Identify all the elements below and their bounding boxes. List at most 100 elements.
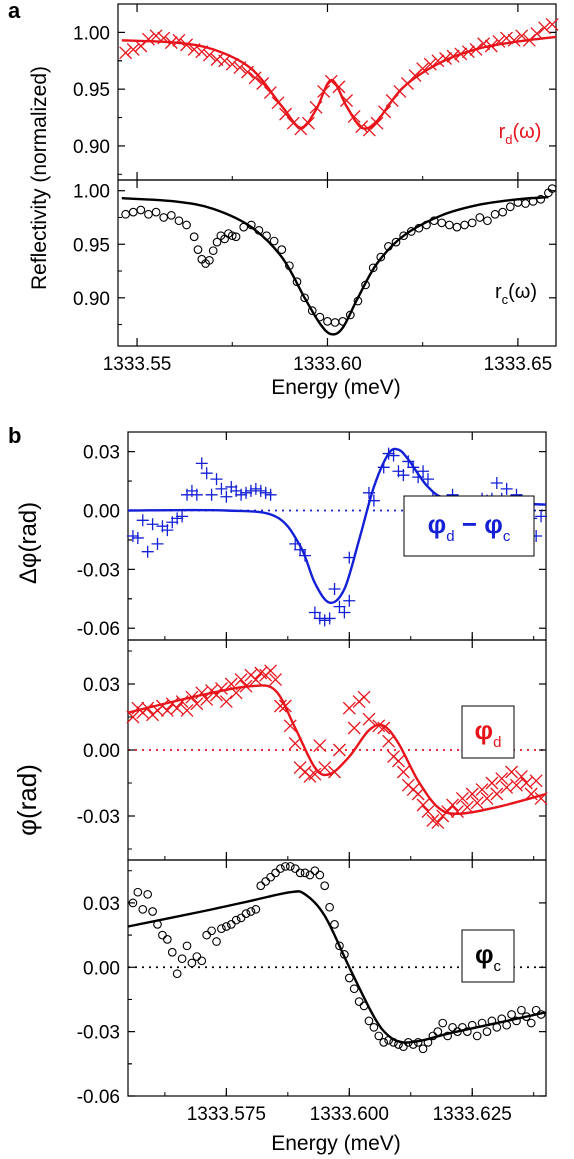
- panel-a-bottom-point: [490, 209, 500, 219]
- panel-b-phi-c-point: [330, 920, 339, 929]
- panel-b-phi-d-point: [160, 703, 174, 717]
- panel-b-phi-c-point: [403, 1038, 413, 1047]
- panel-b-delta-point: [308, 606, 321, 619]
- panel-b-phi-c-point: [458, 1022, 467, 1032]
- panel-b-phi-d-point: [460, 800, 474, 814]
- panel-b-delta-point: [151, 537, 164, 550]
- panel-b-phi-c-point: [325, 902, 334, 912]
- panel-a-top-point: [461, 45, 475, 59]
- panel-b-phi-c-point: [192, 952, 202, 961]
- panel-b-phi-c-point: [462, 1027, 472, 1036]
- panel-b-phi-c-ytick-label: 0.00: [83, 958, 120, 979]
- panel-a-bottom-point: [406, 227, 416, 236]
- panel-b-phi-c: 0.03 0.00 -0.03 -0.06 φc: [77, 859, 547, 1108]
- panel-b-phi-d: 0.03 0.00 -0.03 φd: [77, 639, 548, 861]
- panel-b-phi-c-legend: φc: [475, 939, 502, 975]
- panel-a-top-point: [248, 71, 262, 85]
- panel-a-top-point: [477, 37, 491, 51]
- panel-a-top-point: [324, 74, 338, 88]
- panel-b-delta-point: [535, 510, 548, 523]
- panel-b-delta-ytick-label: 0.03: [83, 443, 120, 464]
- panel-b-phi-c-point: [521, 1012, 531, 1021]
- panel-a-bottom-point: [460, 220, 469, 230]
- panel-b-phi-c-point: [517, 1005, 526, 1015]
- panel-a-top-fit-line: [121, 35, 557, 130]
- panel-a-bottom-point: [166, 210, 176, 220]
- panel-a-bottom-point: [536, 194, 546, 204]
- panel-b-phi-d-point: [441, 805, 455, 819]
- panel-a-top-point: [263, 86, 277, 100]
- panel-b-phi-c-point: [158, 930, 167, 940]
- panel-b-phi-c-point: [315, 870, 325, 880]
- panel-a-top-legend: rd(ω): [499, 121, 542, 147]
- panel-b-delta-ytick-label: -0.06: [77, 619, 120, 640]
- panel-a-top-point: [446, 49, 460, 63]
- panel-b-phi-c-point: [143, 889, 153, 899]
- panel-b-delta-point: [328, 582, 341, 595]
- panel-b-phi-d-point: [455, 791, 469, 805]
- panel-b-delta-point: [176, 510, 189, 523]
- panel-a-bottom-point: [285, 261, 294, 271]
- panel-a-top-point: [195, 45, 209, 59]
- panel-b-phi-c-point: [266, 872, 275, 882]
- panel-a-bottom-point: [307, 306, 317, 316]
- panel-b-phi-c-point: [187, 958, 197, 968]
- panel-b-phi-c-point: [364, 1016, 374, 1026]
- panel-b-delta-point: [215, 482, 228, 495]
- panel-b-phi-d-point: [190, 697, 204, 711]
- panel-a-top-point: [484, 39, 498, 53]
- panel-a-bottom-point: [445, 220, 454, 230]
- panel-b-phi-d-point: [421, 805, 435, 819]
- panel-a-top-point: [355, 120, 369, 134]
- panel-b-phi-d-point: [357, 690, 371, 704]
- panel-a-top-point: [294, 122, 308, 136]
- panel-b-phi-d-point: [303, 769, 317, 783]
- panel-b-delta-point: [254, 484, 267, 497]
- panel-a-bottom-point: [467, 218, 477, 228]
- panel-b-phi-d-ytick-label: 0.00: [83, 741, 120, 762]
- panel-a-top-point: [469, 42, 483, 56]
- panel-a-top-point: [142, 32, 155, 46]
- panel-b-phi-d-point: [170, 701, 184, 715]
- panel-b-phi-d-point: [239, 679, 253, 693]
- panel-b-phi-c-point: [502, 1020, 512, 1030]
- panel-a-top-point: [423, 57, 437, 71]
- panel-b-delta-point: [362, 486, 375, 499]
- panel-b-delta-ytick-label: -0.03: [77, 560, 120, 581]
- panel-b-phi-c-point: [477, 1018, 487, 1028]
- panel-b-phi-c-point: [133, 887, 143, 897]
- panel-b-phi-c-point: [256, 881, 266, 891]
- panel-b-phi-ylabel: φ(rad): [12, 764, 42, 836]
- panel-b-phi-d-point: [411, 787, 425, 801]
- panel-b-phi-d-point: [313, 739, 327, 753]
- panel-a-bottom-point: [475, 213, 485, 222]
- panel-a-top-point: [332, 80, 346, 94]
- panel-b-phi-c-point: [536, 1010, 546, 1019]
- panel-b-phi-c-legend-box: [461, 929, 515, 983]
- panel-a-bottom-point: [483, 216, 492, 226]
- panel-a-top-point: [157, 31, 171, 45]
- panel-a-top-point: [119, 46, 133, 60]
- panel-a-top-point: [507, 33, 521, 47]
- panel-a-top-point: [500, 31, 513, 45]
- panel-b-delta-ytick-label: 0.00: [83, 501, 120, 522]
- panel-b-phi-c-point: [153, 920, 162, 929]
- panel-a-top-point: [340, 94, 353, 107]
- panel-a-bottom-point: [174, 216, 184, 226]
- panel-b-phi-d-point: [283, 719, 297, 733]
- panel-b-phi-d-point: [210, 688, 223, 702]
- panel-a-top-point: [286, 116, 300, 130]
- panel-b-phi-d-point: [175, 695, 189, 709]
- panel-b-phi-d-point: [529, 774, 543, 788]
- panel-b-delta-point: [421, 473, 434, 486]
- panel-b-phi-c-point: [335, 941, 344, 951]
- panel-a-bottom-point: [254, 225, 264, 235]
- panel-b-phi-d-point: [332, 743, 346, 757]
- panel-b-phi-c-point: [207, 926, 216, 936]
- panel-letter-b: b: [8, 423, 21, 448]
- panel-b-delta-point: [220, 490, 233, 503]
- panel-b-phi-d-point: [219, 695, 233, 709]
- panel-b-delta-point: [240, 486, 253, 499]
- panel-a-top: 1.00 0.95 0.90 rd(ω): [73, 3, 559, 181]
- panel-b-phi-d-point: [200, 692, 214, 706]
